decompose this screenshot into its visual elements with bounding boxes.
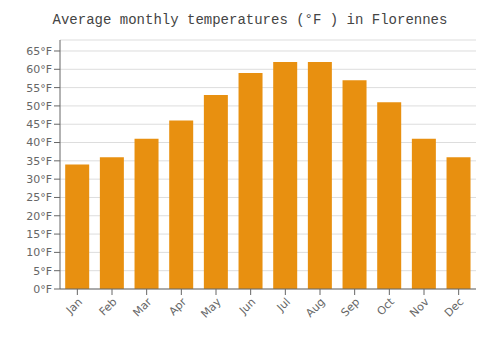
svg-text:Feb: Feb [97,295,120,318]
svg-text:15°F: 15°F [26,228,52,241]
svg-text:25°F: 25°F [26,191,52,204]
svg-text:Sep: Sep [338,295,362,319]
svg-text:20°F: 20°F [26,210,52,223]
svg-text:10°F: 10°F [26,246,52,259]
html-text:Average monthly temperatures (: Average monthly temperatures (°F ) in Fl… [52,12,448,28]
svg-text:30°F: 30°F [26,173,52,186]
svg-text:55°F: 55°F [26,82,52,95]
svg-text:50°F: 50°F [26,100,52,113]
svg-text:Aug: Aug [303,295,327,319]
svg-text:May: May [198,295,224,321]
svg-text:Apr: Apr [166,295,189,318]
svg-text:Nov: Nov [407,295,432,320]
svg-text:45°F: 45°F [26,118,52,131]
svg-text:60°F: 60°F [26,63,52,76]
svg-text:Jul: Jul [274,295,293,314]
svg-text:Oct: Oct [374,295,397,318]
svg-text:35°F: 35°F [26,155,52,168]
svg-text:Mar: Mar [130,295,154,319]
svg-text:5°F: 5°F [33,265,52,278]
svg-text:Jun: Jun [236,295,258,317]
svg-text:40°F: 40°F [26,136,52,149]
svg-text:65°F: 65°F [26,45,52,58]
svg-text:0°F: 0°F [33,283,52,296]
svg-text:Jan: Jan [63,295,85,317]
svg-text:Dec: Dec [442,295,466,319]
